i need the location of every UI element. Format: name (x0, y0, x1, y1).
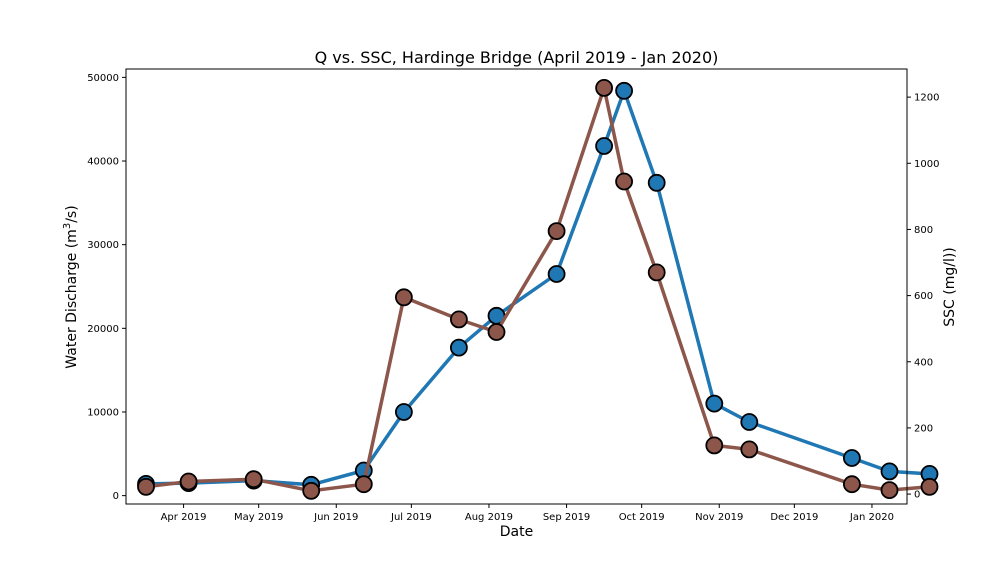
y-left-axis: 0 10000 20000 30000 40000 50000 (87, 73, 126, 502)
series-left-line (145, 89, 930, 487)
y-left-axis-label-sup: 3 (62, 223, 73, 229)
y-right-tick-label: 800 (914, 225, 933, 236)
plot-frame (125, 68, 908, 505)
series-left-point (394, 403, 413, 421)
x-tick-label: Nov 2019 (695, 512, 743, 523)
x-axis-label: Date (500, 524, 533, 540)
y-right-tick-label: 200 (914, 423, 933, 434)
x-tick-label: Jun 2019 (313, 512, 358, 523)
series-left-point (615, 81, 633, 100)
series-right-point (705, 436, 724, 455)
series-right-point (547, 222, 566, 241)
y-left-axis-label-tail: /s) (64, 205, 80, 222)
series-right-point (487, 323, 506, 341)
series-right-point (740, 440, 759, 459)
x-axis: Apr 2019 May 2019 Jun 2019 Jul 2019 Aug 2019… (161, 504, 894, 523)
series-left-point (705, 394, 724, 413)
series-left-group (137, 81, 939, 494)
x-tick-label: Oct 2019 (619, 512, 665, 523)
y-left-tick-label: 20000 (87, 324, 119, 335)
series-right-point (394, 288, 413, 307)
series-right-point (843, 475, 861, 494)
series-right-point (449, 310, 468, 329)
series-right-point (920, 477, 939, 496)
y-right-tick-label: 0 (914, 490, 920, 501)
y-left-tick-label: 10000 (87, 407, 119, 418)
series-left-point (449, 338, 468, 357)
series-right-line (145, 86, 930, 493)
series-left-point (843, 449, 861, 467)
y-left-tick-label: 40000 (87, 157, 119, 168)
series-right-group (137, 79, 939, 500)
y-left-tick-label: 30000 (87, 240, 119, 251)
series-right-point (179, 472, 198, 491)
y-right-tick-label: 400 (914, 357, 933, 368)
x-tick-label: May 2019 (234, 512, 283, 523)
series-left-point (880, 462, 899, 481)
series-left-point (647, 173, 666, 192)
x-tick-label: Apr 2019 (161, 512, 207, 523)
x-tick-label: Sep 2019 (543, 512, 590, 523)
y-right-tick-label: 600 (914, 291, 933, 302)
series-right-point (880, 481, 899, 500)
x-tick-label: Dec 2019 (770, 512, 818, 523)
series-right-point (615, 172, 633, 191)
series-left-point (740, 413, 759, 431)
series-right-point (354, 475, 373, 494)
y-right-axis-label: SSC (mg/l)) (942, 247, 958, 327)
y-right-tick-label: 1000 (914, 159, 939, 170)
series-right-point (647, 263, 666, 282)
y-left-tick-label: 50000 (87, 73, 119, 84)
series-right-point (302, 481, 321, 500)
plot-layer (137, 79, 939, 500)
y-left-tick-label: 0 (113, 491, 119, 502)
y-right-axis: 0 200 400 600 800 1000 1200 (907, 93, 939, 501)
series-right-point (595, 79, 613, 97)
y-left-axis-label: Water Discharge (m3/s) (62, 205, 80, 368)
x-tick-label: Aug 2019 (465, 512, 513, 523)
series-left-point (547, 265, 566, 283)
x-tick-label: Jan 2020 (849, 512, 894, 523)
chart-title: Q vs. SSC, Hardinge Bridge (April 2019 -… (315, 48, 719, 67)
series-right-point (244, 470, 263, 489)
y-right-tick-label: 1200 (914, 93, 939, 104)
series-right-point (137, 477, 155, 496)
y-left-axis-label-main: Water Discharge (m (64, 229, 80, 369)
series-left-point (595, 137, 613, 155)
x-tick-label: Jul 2019 (390, 512, 432, 523)
